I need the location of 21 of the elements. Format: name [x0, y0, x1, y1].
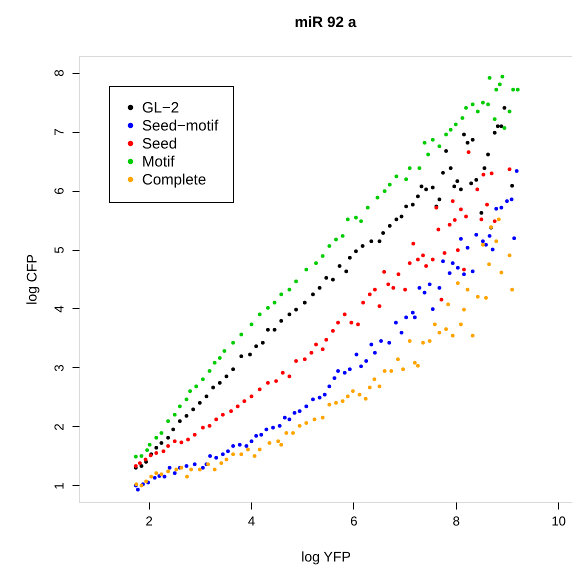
y-tick-label: 6 [52, 187, 66, 195]
x-axis-title: log YFP [301, 548, 351, 564]
legend-label: Seed−motif [142, 118, 220, 134]
y-tick-label: 2 [52, 423, 66, 431]
legend-label: Seed [142, 136, 178, 152]
legend-label: Complete [142, 172, 206, 188]
y-tick-label: 7 [52, 128, 66, 136]
legend-label: Motif [142, 154, 176, 170]
y-tick-label: 5 [52, 246, 66, 254]
x-tick-label: 2 [146, 514, 153, 528]
y-tick-label: 8 [52, 69, 66, 77]
legend-label: GL−2 [142, 100, 180, 116]
x-tick-label: 4 [248, 514, 256, 528]
y-axis-title: log CFP [24, 254, 40, 305]
y-tick-label: 1 [52, 482, 66, 490]
y-tick-label: 3 [52, 364, 66, 372]
x-tick-label: 6 [350, 514, 358, 528]
y-tick-label: 4 [52, 305, 66, 313]
x-tick-label: 8 [452, 514, 460, 528]
x-tick-label: 10 [551, 514, 566, 528]
chart-title: miR 92 a [294, 14, 358, 31]
